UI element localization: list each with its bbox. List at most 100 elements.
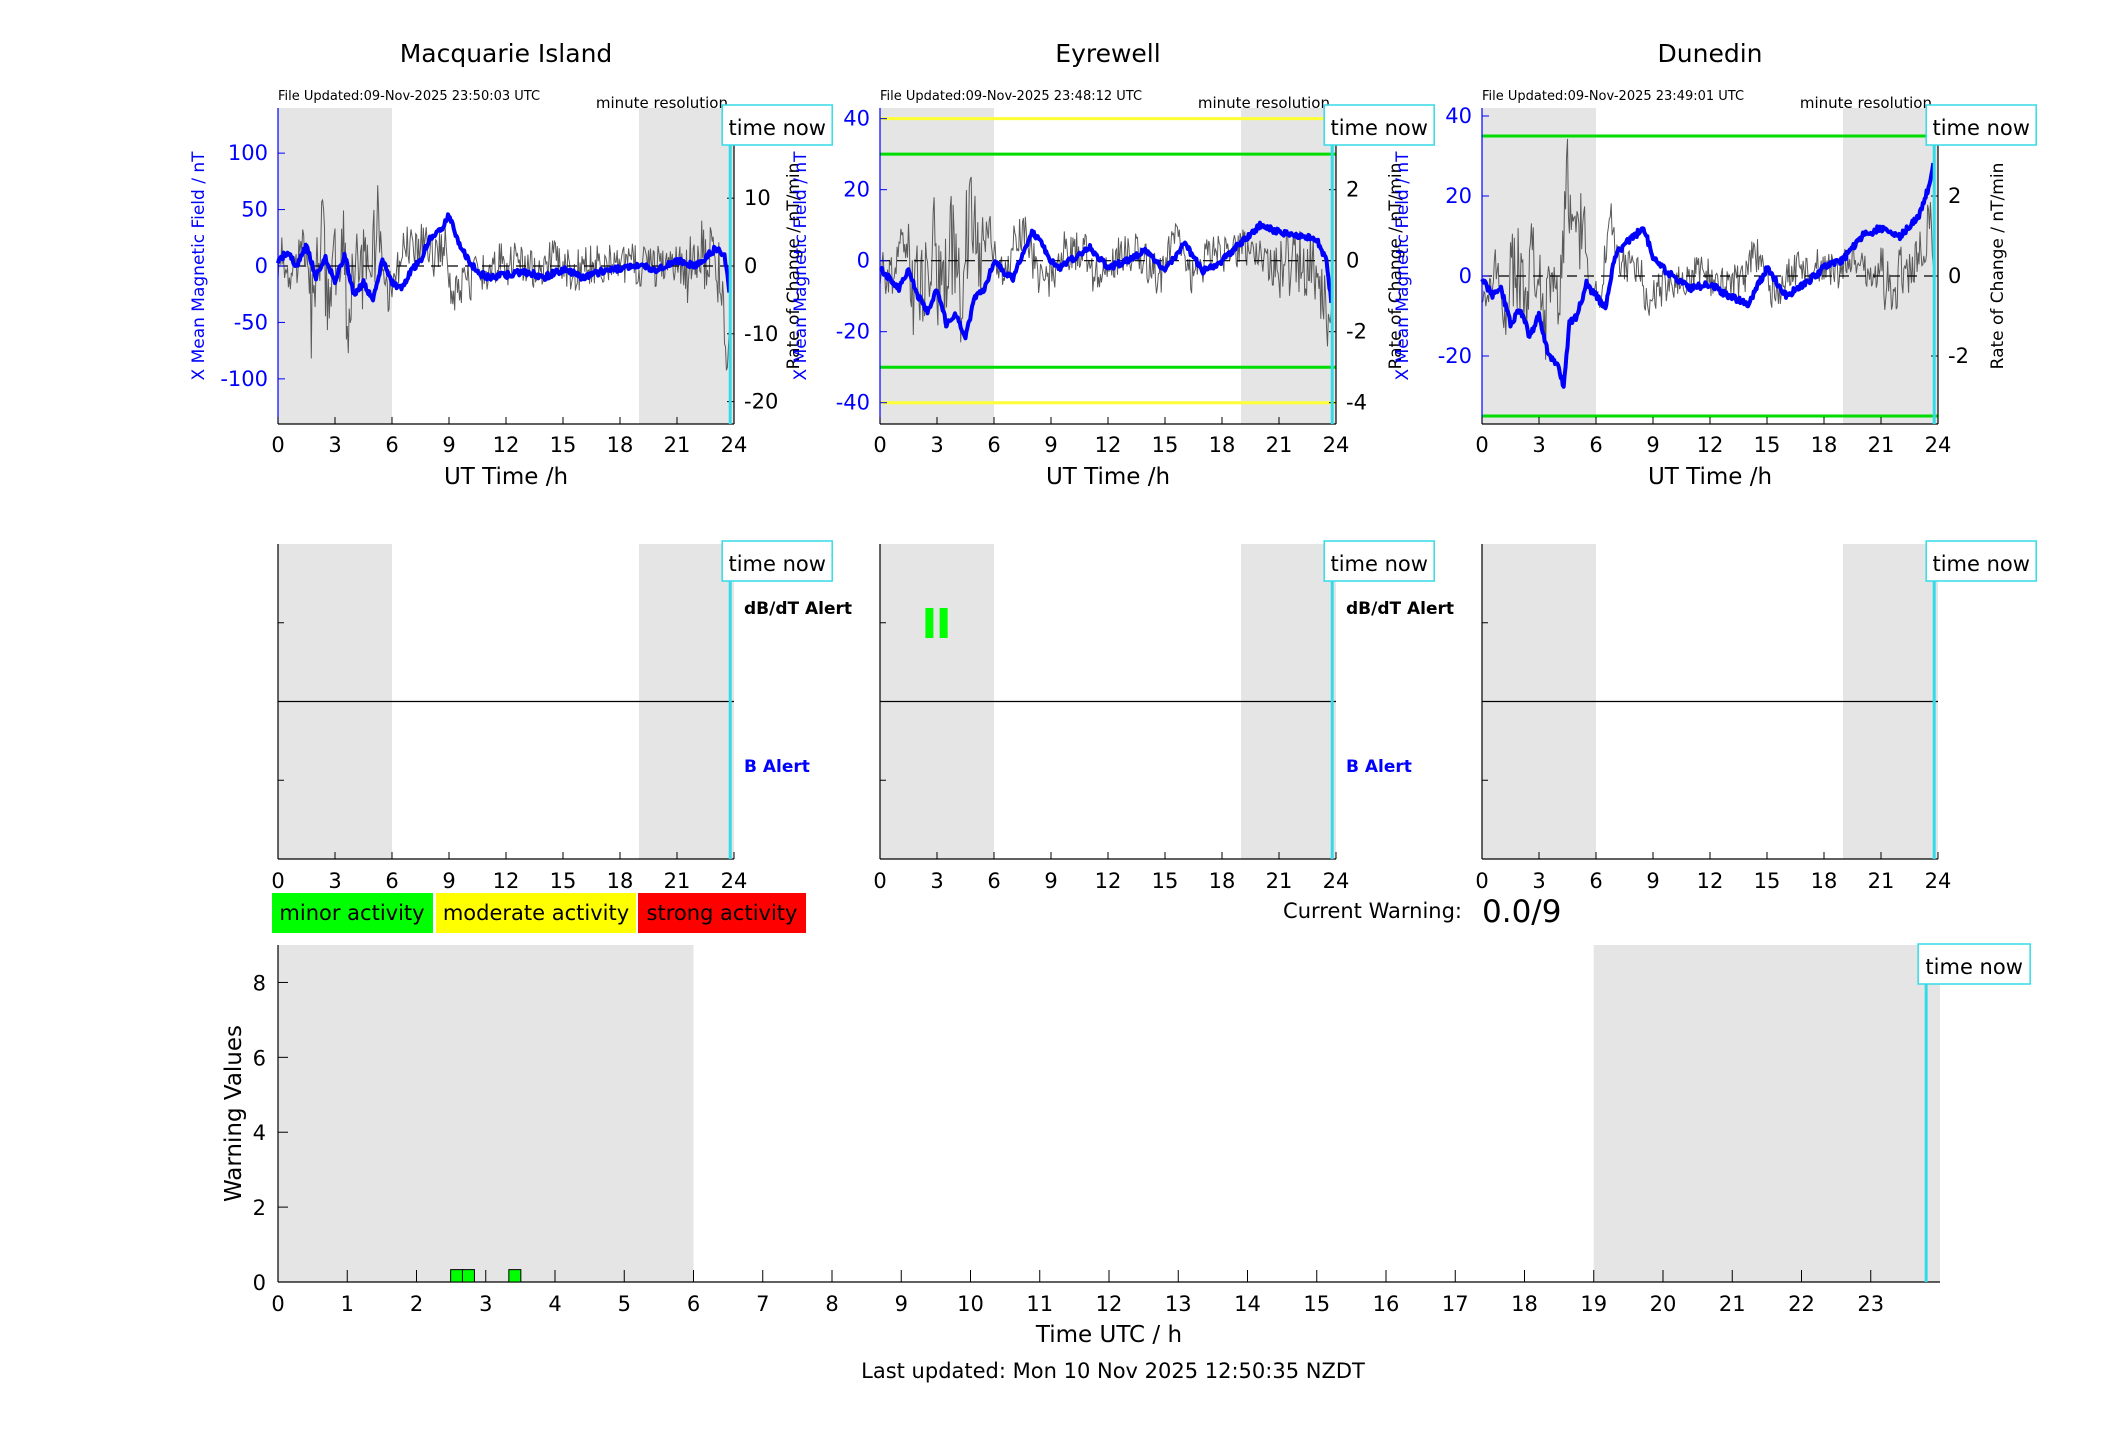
x-tick-label: 12 [1697,869,1724,893]
y-tick-label-left: 40 [1445,104,1472,128]
x-tick-label: 0 [873,869,886,893]
y-tick-label: 4 [253,1121,266,1145]
x-tick-label: 21 [664,869,691,893]
station-title: Macquarie Island [400,39,613,68]
x-tick-label: 9 [442,869,455,893]
x-tick-label: 24 [721,433,748,457]
y-tick-label-right: 0 [1346,249,1359,273]
legend-minor-swatch [272,893,433,933]
y-tick-label-left: -50 [234,310,268,334]
field-chart-2-time-now-frame [1323,104,1435,146]
x-tick-label: 12 [493,433,520,457]
x-tick-label: 6 [385,433,398,457]
field-chart-2-time-now-label: time now [1330,116,1427,140]
x-tick-label: 3 [930,869,943,893]
x-tick-label: 3 [328,433,341,457]
alert-chart-3-time-now-label: time now [1932,552,2029,576]
field-chart-3-time-now-label: time now [1932,116,2029,140]
field-chart-1-time-now-frame [721,104,833,146]
y-tick-label-left: -20 [1438,344,1472,368]
x-tick-label: 6 [385,869,398,893]
field-chart-1: 03691215182124-100-50050100-20-1001020Ma… [189,39,833,490]
x-tick-label: 9 [1646,869,1659,893]
x-axis-label: UT Time /h [1046,464,1170,490]
legend-moderate-label: moderate activity [443,901,629,925]
field-line [1480,162,1936,389]
x-tick-label: 4 [548,1292,561,1316]
y-tick-label: 0 [253,1271,266,1295]
y-tick-label-left: -20 [836,320,870,344]
x-tick-label: 6 [1589,869,1602,893]
x-tick-label: 6 [987,433,1000,457]
dbdt-alert-label: dB/dT Alert [744,599,852,619]
file-updated: File Updated:09-Nov-2025 23:48:12 UTC [880,89,1142,104]
warning-bar-3 [508,1269,522,1283]
x-tick-label: 18 [607,433,634,457]
x-tick-label: 3 [328,869,341,893]
last-updated: Last updated: Mon 10 Nov 2025 12:50:35 N… [861,1359,1365,1383]
warning-bar-2 [461,1269,475,1283]
y-tick-label-left: 50 [241,198,268,222]
x-axis-label: UT Time /h [1648,464,1772,490]
alert-chart-2-time-now-frame [1323,540,1435,582]
warning-values-time-now-label: time now [1925,955,2022,979]
x-tick-label: 0 [271,1292,284,1316]
field-line [276,212,732,303]
x-tick-label: 3 [930,433,943,457]
y-axis-label-left: X Mean Magnetic Field / nT [1393,151,1413,381]
x-tick-label: 0 [1475,869,1488,893]
y-tick-label-right: -20 [744,390,778,414]
alert-chart-2: 0 3 6 9 12 15 18 21 24 dB/dT Alert B Alert time now [873,540,1454,893]
alert-chart-2-time-now-label: time now [1330,552,1427,576]
x-tick-label: 12 [1697,433,1724,457]
dbdt-alert-mark-1 [925,608,934,638]
x-tick-label: 18 [1209,869,1236,893]
y-axis-label-left: X Mean Magnetic Field / nT [791,151,811,381]
x-tick-label: 10 [957,1292,984,1316]
field-chart-3-time-now-frame [1925,104,2037,146]
b-alert-label: B Alert [1346,757,1412,777]
x-tick-label: 18 [1811,869,1838,893]
y-tick-label: 6 [253,1046,266,1070]
x-tick-label: 21 [1266,869,1293,893]
warning-values-time-now-box: time now [1917,943,2031,985]
alert-chart-1-time-now-box: time now [721,540,833,582]
y-axis-label: Warning Values [221,1025,247,1202]
x-tick-label: 15 [1152,433,1179,457]
x-tick-label: 1 [341,1292,354,1316]
x-tick-label: 0 [271,433,284,457]
alert-chart-1-time-now-frame [721,540,833,582]
warning-values-time-now-frame [1917,943,2031,985]
x-tick-label: 24 [1323,869,1350,893]
y-tick-label-right: -2 [1948,344,1969,368]
x-tick-label: 6 [687,1292,700,1316]
alert-chart-3: 0 3 6 9 12 15 18 21 24 time now [1475,540,2037,893]
x-tick-label: 13 [1165,1292,1192,1316]
x-tick-label: 21 [1868,433,1895,457]
x-tick-label: 0 [1475,433,1488,457]
x-tick-label: 24 [721,869,748,893]
x-tick-label: 21 [664,433,691,457]
file-updated: File Updated:09-Nov-2025 23:49:01 UTC [1482,89,1744,104]
y-tick-label: 2 [253,1196,266,1220]
x-tick-label: 23 [1857,1292,1884,1316]
x-tick-label: 19 [1580,1292,1607,1316]
x-tick-label: 0 [271,869,284,893]
x-tick-label: 12 [493,869,520,893]
legend-strong-swatch [638,893,806,933]
field-line [879,220,1334,341]
field-chart-1-time-now-label: time now [728,116,825,140]
station-title: Eyrewell [1055,39,1160,68]
x-tick-label: 21 [1719,1292,1746,1316]
x-tick-label: 2 [410,1292,423,1316]
x-tick-label: 15 [550,869,577,893]
current-warning-value: 0.0/9 [1482,894,1561,930]
x-tick-label: 12 [1095,433,1122,457]
y-tick-label-right: -4 [1346,391,1367,415]
charts-layer: 03691215182124-100-50050100-20-1001020Ma… [189,39,2037,1348]
x-tick-label: 15 [1303,1292,1330,1316]
x-tick-label: 7 [756,1292,769,1316]
station-title: Dunedin [1658,39,1763,68]
x-tick-label: 9 [442,433,455,457]
